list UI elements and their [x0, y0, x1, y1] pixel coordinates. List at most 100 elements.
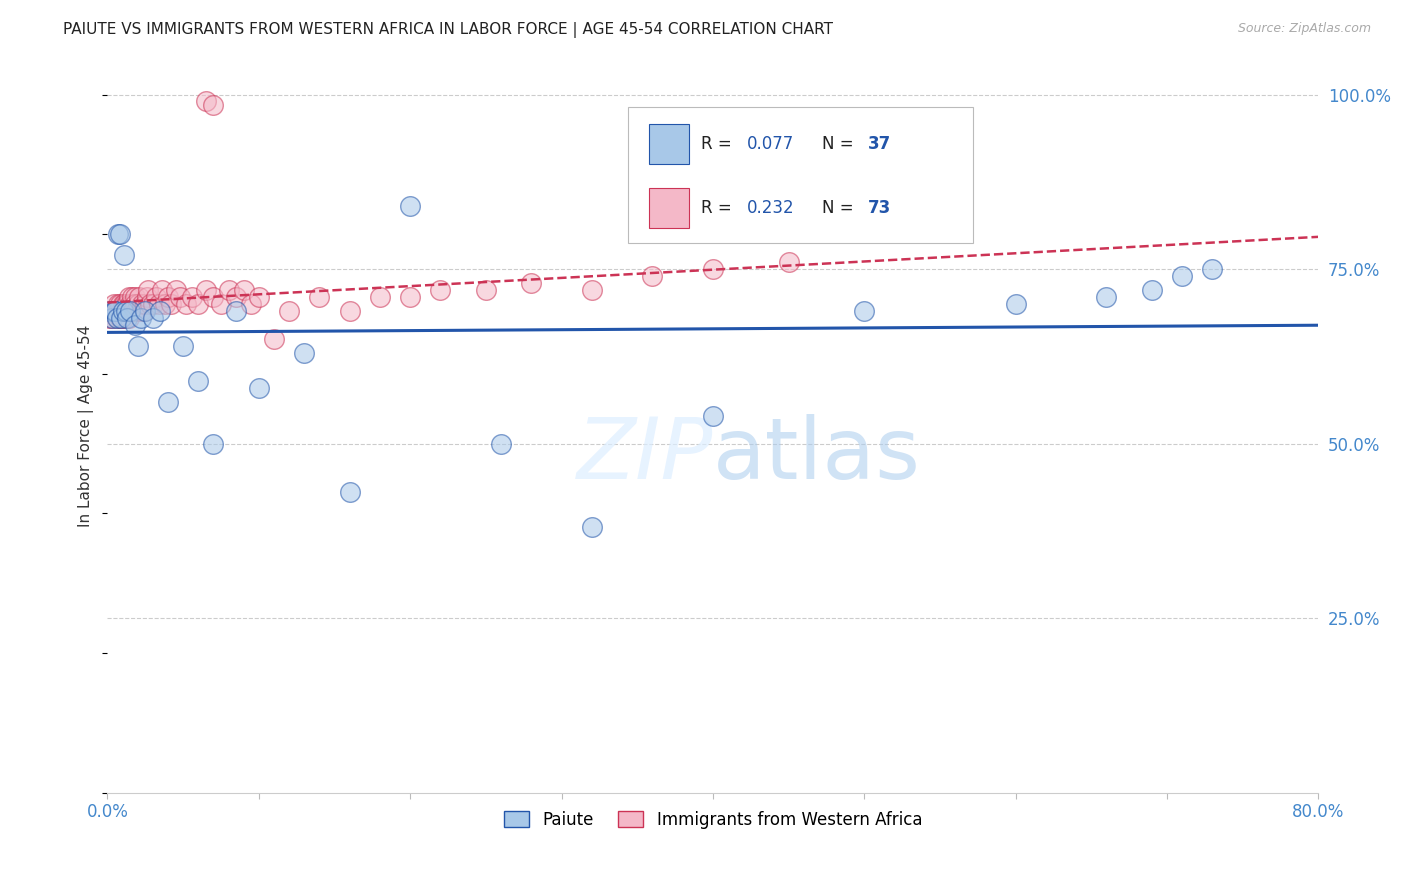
Point	[1201, 262, 1223, 277]
Point	[218, 283, 240, 297]
Point	[108, 227, 131, 241]
Text: atlas: atlas	[713, 414, 921, 497]
Point	[122, 304, 145, 318]
Text: N =: N =	[823, 136, 859, 153]
Point	[169, 290, 191, 304]
Point	[194, 95, 217, 109]
Text: ZIP: ZIP	[576, 414, 713, 497]
Point	[114, 304, 136, 318]
Point	[209, 297, 232, 311]
Point	[134, 304, 156, 318]
Point	[702, 409, 724, 423]
Point	[128, 290, 150, 304]
Point	[121, 290, 143, 304]
Text: R =: R =	[700, 199, 737, 217]
Point	[120, 304, 142, 318]
Point	[120, 304, 142, 318]
Point	[339, 304, 361, 318]
Point	[98, 310, 121, 325]
Point	[1171, 268, 1194, 283]
Text: R =: R =	[700, 136, 737, 153]
Point	[368, 290, 391, 304]
Point	[156, 290, 179, 304]
Point	[187, 374, 209, 388]
Text: N =: N =	[823, 199, 859, 217]
Point	[115, 297, 138, 311]
Point	[134, 297, 156, 311]
Point	[115, 304, 138, 318]
Point	[105, 310, 128, 325]
Point	[107, 297, 129, 311]
Text: Source: ZipAtlas.com: Source: ZipAtlas.com	[1237, 22, 1371, 36]
Legend: Paiute, Immigrants from Western Africa: Paiute, Immigrants from Western Africa	[496, 805, 929, 836]
Point	[105, 310, 128, 325]
Point	[101, 310, 124, 325]
Point	[103, 297, 125, 311]
Bar	[648, 124, 689, 164]
Point	[194, 283, 217, 297]
Point	[853, 304, 876, 318]
Point	[247, 381, 270, 395]
Point	[127, 297, 149, 311]
Point	[429, 283, 451, 297]
Point	[150, 283, 173, 297]
Point	[278, 304, 301, 318]
Point	[101, 310, 124, 325]
Point	[136, 283, 159, 297]
Point	[202, 290, 225, 304]
Point	[112, 297, 135, 311]
Point	[107, 304, 129, 318]
Point	[108, 310, 131, 325]
Point	[581, 520, 603, 534]
Point	[520, 276, 543, 290]
Point	[100, 304, 122, 318]
Point	[778, 255, 800, 269]
Point	[232, 283, 254, 297]
Text: 37: 37	[868, 136, 891, 153]
Point	[104, 304, 127, 318]
Point	[110, 304, 132, 318]
Point	[581, 283, 603, 297]
Point	[153, 297, 176, 311]
Point	[114, 297, 136, 311]
Point	[399, 290, 422, 304]
Y-axis label: In Labor Force | Age 45-54: In Labor Force | Age 45-54	[79, 325, 94, 527]
Point	[115, 310, 138, 325]
Point	[120, 297, 142, 311]
Point	[104, 304, 127, 318]
Point	[489, 436, 512, 450]
Point	[263, 332, 285, 346]
Point	[107, 227, 129, 241]
Point	[1095, 290, 1118, 304]
Point	[127, 339, 149, 353]
Point	[641, 268, 664, 283]
Point	[110, 310, 132, 325]
Point	[118, 310, 141, 325]
Point	[124, 297, 146, 311]
Point	[121, 297, 143, 311]
Point	[139, 297, 162, 311]
Point	[247, 290, 270, 304]
Point	[105, 304, 128, 318]
Point	[135, 290, 157, 304]
Point	[339, 485, 361, 500]
Point	[1004, 297, 1026, 311]
Point	[145, 290, 167, 304]
Point	[475, 283, 498, 297]
Point	[702, 262, 724, 277]
FancyBboxPatch shape	[628, 107, 973, 243]
Point	[202, 436, 225, 450]
Point	[240, 297, 263, 311]
Point	[111, 297, 134, 311]
Point	[225, 304, 247, 318]
Point	[110, 310, 132, 325]
Text: 0.077: 0.077	[747, 136, 794, 153]
Point	[225, 290, 247, 304]
Point	[108, 297, 131, 311]
Point	[114, 304, 136, 318]
Point	[112, 310, 135, 325]
Point	[172, 339, 194, 353]
Point	[148, 297, 170, 311]
Point	[118, 290, 141, 304]
Bar	[648, 188, 689, 228]
